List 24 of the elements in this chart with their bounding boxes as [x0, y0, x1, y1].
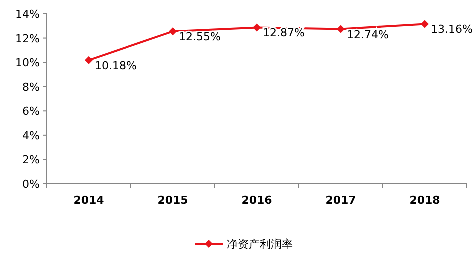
x-tick-label: 2018 [410, 194, 440, 207]
legend-label: 净资产利润率 [227, 238, 293, 251]
y-tick-label: 0% [22, 178, 40, 191]
point [85, 56, 93, 64]
y-tick-label: 14% [16, 8, 40, 21]
y-tick-label: 8% [22, 80, 40, 94]
y-tick-label: 2% [22, 154, 40, 167]
point [169, 28, 177, 36]
y-tick-label: 12% [16, 32, 40, 46]
y-tick-label: 4% [22, 129, 40, 142]
data-label: 10.18% [95, 59, 137, 72]
data-label: 13.16% [431, 23, 473, 36]
x-tick-label: 2016 [242, 194, 273, 207]
data-label: 12.87% [263, 26, 305, 40]
y-tick-label: 10% [16, 56, 40, 70]
data-label: 12.55% [179, 30, 221, 44]
x-tick-label: 2014 [74, 194, 105, 207]
point [337, 25, 345, 34]
point [421, 20, 429, 28]
point [253, 24, 261, 32]
x-tick-label: 2017 [326, 194, 356, 207]
data-label: 12.74% [347, 28, 389, 42]
y-tick-label: 6% [22, 105, 40, 118]
x-tick-label: 2015 [158, 194, 188, 207]
